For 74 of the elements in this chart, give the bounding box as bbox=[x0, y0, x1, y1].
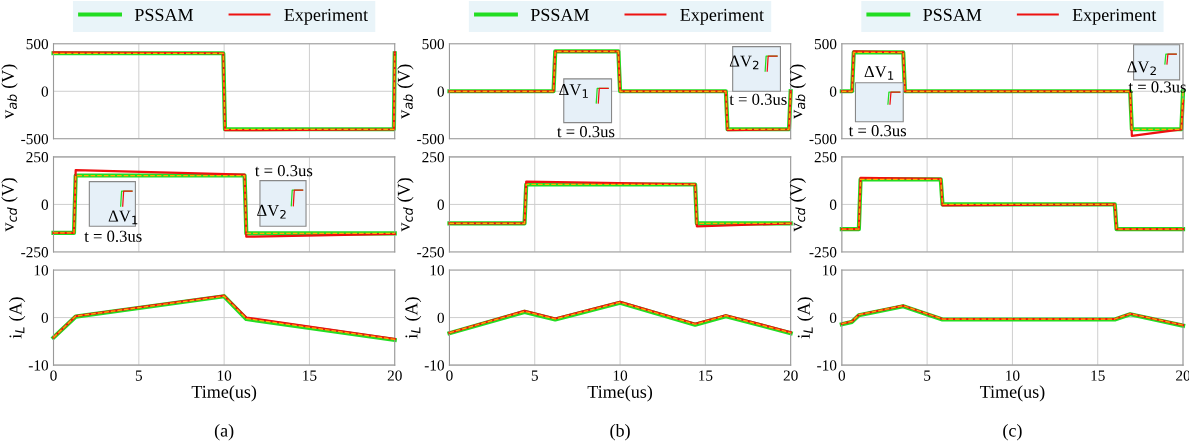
annotation: ΔV$_{1}$ bbox=[559, 84, 588, 98]
y-axis-title: v$_{cd}$ (V) bbox=[397, 178, 414, 232]
text: (b) bbox=[610, 424, 630, 441]
x-tick-label: 0 bbox=[446, 370, 453, 381]
y-tick-label: 0 bbox=[41, 199, 49, 210]
y-tick-label: 0 bbox=[41, 86, 49, 97]
y-axis-title: v$_{ab}$ (V) bbox=[1, 64, 18, 119]
legend-label: Experiment bbox=[1072, 8, 1157, 25]
y-tick-label: 0 bbox=[437, 312, 444, 324]
y-axis-title: i$_{L}$ (A) bbox=[797, 297, 814, 339]
x-tick-label: 5 bbox=[924, 370, 931, 381]
x-tick-label: 5 bbox=[531, 370, 538, 381]
x-tick-label: 15 bbox=[699, 370, 713, 381]
y-tick-label: 250 bbox=[26, 152, 49, 163]
y-tick-label: -500 bbox=[809, 133, 837, 145]
text: (a) bbox=[214, 424, 234, 441]
y-tick-label: -500 bbox=[417, 133, 444, 145]
annotation: ΔV$_{2}$ bbox=[729, 55, 759, 70]
y-tick-label: 10 bbox=[430, 265, 444, 276]
annotation: t = 0.3us bbox=[1128, 81, 1186, 93]
x-tick-label: 0 bbox=[50, 370, 57, 381]
y-tick-label: -10 bbox=[424, 360, 444, 371]
y-tick-label: 500 bbox=[814, 38, 837, 50]
y-tick-label: 0 bbox=[437, 86, 444, 97]
y-axis-title: i$_{L}$ (A) bbox=[404, 297, 422, 339]
x-tick-label: 5 bbox=[135, 370, 143, 381]
annotation: t = 0.3us bbox=[84, 230, 142, 242]
x-tick-label: 15 bbox=[303, 370, 317, 381]
y-tick-label: -500 bbox=[21, 133, 49, 145]
x-tick-label: 0 bbox=[838, 370, 846, 381]
x-tick-label: 20 bbox=[387, 370, 402, 381]
legend-label: PSSAM bbox=[923, 8, 982, 21]
y-tick-label: 0 bbox=[829, 199, 837, 210]
text: (c) bbox=[1003, 424, 1022, 441]
annotation: t = 0.3us bbox=[255, 165, 313, 177]
annotation: t = 0.3us bbox=[848, 125, 907, 137]
annotation: ΔV$_{1}$ bbox=[864, 66, 894, 80]
y-axis-title: v$_{cd}$ (V) bbox=[1, 178, 18, 232]
x-tick-label: 10 bbox=[613, 370, 628, 381]
y-axis-title: v$_{ab}$ (V) bbox=[789, 64, 806, 119]
annotation: ΔV$_{2}$ bbox=[257, 204, 286, 219]
x-axis-title: Time(us) bbox=[191, 385, 257, 402]
y-axis-title: v$_{cd}$ (V) bbox=[789, 178, 806, 232]
y-axis-title: i$_{L}$ (A) bbox=[8, 297, 26, 339]
annotation: ΔV$_{1}$ bbox=[108, 210, 138, 225]
y-tick-label: -250 bbox=[21, 247, 49, 258]
x-tick-label: 15 bbox=[1091, 370, 1105, 381]
annotation: t = 0.3us bbox=[729, 93, 787, 106]
y-tick-label: 10 bbox=[34, 265, 49, 276]
x-tick-label: 10 bbox=[1006, 370, 1020, 381]
y-tick-label: 0 bbox=[829, 312, 837, 324]
legend-label: PSSAM bbox=[134, 8, 194, 21]
y-tick-label: 500 bbox=[26, 38, 49, 50]
y-tick-label: 500 bbox=[422, 38, 444, 50]
legend-label: Experiment bbox=[284, 8, 368, 25]
y-axis-title: v$_{ab}$ (V) bbox=[397, 64, 414, 119]
y-tick-label: 0 bbox=[437, 199, 444, 210]
y-tick-label: 250 bbox=[814, 152, 837, 163]
y-tick-label: 0 bbox=[41, 312, 49, 324]
y-tick-label: -250 bbox=[809, 247, 837, 258]
x-axis-title: Time(us) bbox=[587, 385, 653, 402]
y-tick-label: -10 bbox=[817, 360, 837, 371]
x-tick-label: 20 bbox=[783, 370, 798, 381]
legend-label: PSSAM bbox=[530, 8, 589, 21]
y-tick-label: -10 bbox=[28, 360, 49, 371]
x-tick-label: 10 bbox=[217, 370, 232, 381]
annotation: t = 0.3us bbox=[557, 126, 615, 138]
y-tick-label: -250 bbox=[417, 247, 444, 258]
legend-label: Experiment bbox=[680, 8, 764, 25]
x-axis-title: Time(us) bbox=[979, 385, 1045, 402]
y-tick-label: 10 bbox=[823, 265, 837, 276]
y-tick-label: 250 bbox=[422, 152, 444, 163]
y-tick-label: 0 bbox=[829, 86, 837, 97]
annotation: ΔV$_{2}$ bbox=[1127, 61, 1156, 76]
